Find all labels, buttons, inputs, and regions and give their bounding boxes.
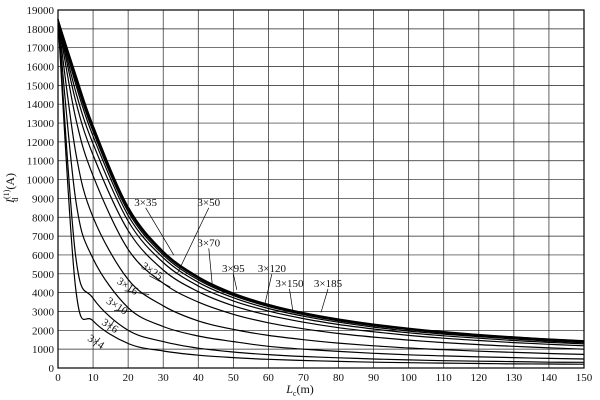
series-line (57, 19, 585, 347)
label-leader-line (124, 290, 150, 295)
series-label: 3×16 (115, 275, 141, 298)
y-tick-label: 16000 (27, 62, 55, 74)
series-label: 3×6 (99, 316, 120, 336)
x-tick-label: 60 (263, 372, 275, 384)
label-leader-line (176, 207, 210, 274)
y-tick-label: 4000 (32, 288, 55, 300)
x-tick-label: 110 (436, 372, 453, 384)
axis-ticks: 0 10 20 30 40 50 60 70 80 90 100 110 120 130 140 150 0 10… (27, 5, 593, 384)
series-line (57, 19, 585, 342)
label-leader-line (264, 273, 273, 305)
series-line (57, 19, 585, 360)
grid (57, 9, 585, 369)
series-line (57, 19, 585, 355)
y-tick-label: 9000 (32, 193, 55, 205)
y-tick-label: 8000 (32, 212, 55, 224)
x-tick-label: 40 (193, 372, 205, 384)
y-tick-label: 10000 (27, 175, 55, 187)
series-label: 3×70 (197, 237, 220, 249)
x-tick-label: 70 (298, 372, 310, 384)
y-tick-label: 11000 (27, 156, 55, 168)
series-label: 3×150 (275, 278, 304, 290)
series-label: 3×120 (258, 263, 287, 275)
series-label: 3×25 (139, 260, 165, 283)
series-label: 3×185 (314, 278, 343, 290)
x-tick-label: 80 (333, 372, 345, 384)
y-axis-label: I(1)d(A) (2, 173, 20, 204)
curves (57, 19, 585, 365)
x-axis-label: Lc(m) (285, 382, 314, 398)
y-tick-label: 19000 (27, 5, 55, 17)
series-label: 3×35 (134, 197, 157, 209)
plot-frame (57, 9, 585, 369)
y-tick-label: 14000 (27, 99, 55, 111)
label-leader-line (145, 207, 175, 256)
label-leader-line (106, 320, 115, 331)
label-leader-line (289, 288, 294, 312)
series-line (57, 19, 585, 365)
label-leader-line (320, 288, 329, 313)
label-leader-line (114, 310, 132, 312)
series-line (57, 19, 585, 350)
y-tick-label: 7000 (32, 231, 55, 243)
x-tick-label: 20 (123, 372, 135, 384)
x-tick-label: 90 (368, 372, 380, 384)
series-line (57, 19, 585, 342)
label-leader-line (149, 275, 171, 288)
x-tick-label: 150 (576, 372, 593, 384)
y-tick-label: 15000 (27, 80, 55, 92)
y-tick-label: 1000 (32, 344, 55, 356)
series-line (57, 19, 585, 345)
label-leader-line (92, 337, 101, 347)
y-tick-label: 2000 (32, 325, 55, 337)
x-tick-label: 130 (506, 372, 523, 384)
series-label: 3×50 (197, 197, 220, 209)
x-tick-label: 140 (541, 372, 558, 384)
y-tick-label: 5000 (32, 269, 55, 281)
series-line (57, 19, 585, 343)
series-line (57, 19, 585, 363)
label-leader-line (208, 248, 213, 286)
y-tick-label: 18000 (27, 24, 55, 36)
x-tick-label: 10 (88, 372, 100, 384)
y-tick-label: 6000 (32, 250, 55, 262)
y-tick-label: 17000 (27, 43, 55, 55)
x-tick-label: 0 (55, 372, 61, 384)
x-tick-label: 50 (228, 372, 240, 384)
y-tick-label: 13000 (27, 118, 55, 130)
y-tick-label: 0 (49, 363, 55, 375)
x-tick-label: 100 (400, 372, 417, 384)
x-tick-label: 30 (158, 372, 170, 384)
series-line (57, 19, 585, 344)
label-leader-line (232, 273, 238, 290)
y-tick-label: 12000 (27, 137, 55, 149)
y-tick-label: 3000 (32, 306, 55, 318)
series-label: 3×95 (222, 263, 245, 275)
x-tick-label: 120 (471, 372, 488, 384)
